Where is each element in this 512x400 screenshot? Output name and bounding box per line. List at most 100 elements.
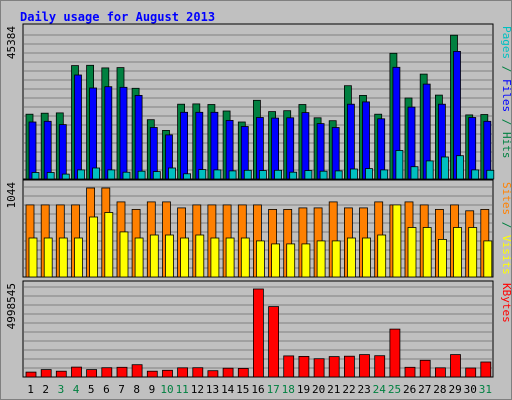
day-label-12: 12 bbox=[191, 383, 204, 396]
bar-pages-day-14 bbox=[228, 170, 237, 180]
bar-kbytes-day-19 bbox=[298, 355, 310, 378]
bar-pages-day-29 bbox=[456, 155, 464, 180]
bar-kbytes-day-2 bbox=[40, 369, 52, 378]
bar-files-day-14 bbox=[225, 120, 234, 180]
bar-visits-day-1 bbox=[28, 237, 38, 278]
bar-files-day-1 bbox=[28, 121, 37, 180]
bar-visits-day-20 bbox=[316, 240, 326, 278]
bar-files-day-11 bbox=[180, 111, 189, 180]
bar-pages-day-27 bbox=[425, 160, 434, 180]
day-label-17: 17 bbox=[267, 383, 280, 396]
bar-pages-day-6 bbox=[107, 169, 116, 180]
bar-pages-day-4 bbox=[77, 169, 85, 180]
bar-visits-day-21 bbox=[331, 240, 341, 278]
x-axis-day-labels: 1 2 3 4 5 6 7 8 9 10 11 12 13 14 15 16 17 18 19 20 21 22 23 24 2… bbox=[27, 383, 492, 396]
bar-pages-day-11 bbox=[183, 173, 192, 180]
day-label-13: 13 bbox=[206, 383, 219, 396]
day-label-28: 28 bbox=[433, 383, 446, 396]
bar-files-day-4 bbox=[74, 74, 82, 180]
bar-pages-day-16 bbox=[258, 170, 267, 180]
bar-files-day-8 bbox=[134, 95, 143, 180]
day-label-20: 20 bbox=[312, 383, 325, 396]
bar-pages-day-9 bbox=[152, 171, 161, 180]
bar-files-day-7 bbox=[119, 86, 128, 180]
bar-files-day-23 bbox=[362, 101, 370, 180]
bar-kbytes-day-14 bbox=[222, 367, 234, 378]
bar-visits-day-23 bbox=[362, 237, 371, 278]
y-axis-max-label: 1044 bbox=[5, 182, 18, 209]
bar-pages-day-17 bbox=[274, 169, 283, 180]
legend-entry-1: / bbox=[500, 215, 511, 235]
bar-visits-day-22 bbox=[346, 237, 356, 278]
hits-files-pages-panel: 45384 Pages / Files / Hits bbox=[5, 23, 511, 180]
bar-visits-day-2 bbox=[43, 237, 53, 278]
day-label-11: 11 bbox=[176, 383, 189, 396]
bar-pages-day-24 bbox=[380, 169, 389, 180]
day-label-21: 21 bbox=[327, 383, 340, 396]
bar-visits-day-4 bbox=[74, 237, 83, 278]
day-label-19: 19 bbox=[297, 383, 310, 396]
bar-pages-day-5 bbox=[92, 167, 100, 180]
bar-visits-day-7 bbox=[119, 231, 129, 278]
bar-visits-day-31 bbox=[483, 240, 493, 278]
day-label-16: 16 bbox=[251, 383, 264, 396]
bar-visits-day-29 bbox=[453, 227, 462, 278]
legend-entry-1: / bbox=[500, 59, 511, 79]
legend-entry-3: / bbox=[500, 112, 511, 132]
bar-kbytes-day-27 bbox=[419, 359, 431, 378]
legend-entry-2: Visits bbox=[500, 235, 511, 275]
legend-visits-sites-panel: Sites / Visits bbox=[500, 182, 511, 275]
bar-visits-day-11 bbox=[180, 237, 190, 278]
bar-files-day-22 bbox=[346, 103, 355, 180]
bar-kbytes-day-17 bbox=[268, 306, 280, 378]
bar-visits-day-9 bbox=[149, 234, 159, 278]
bar-kbytes-day-1 bbox=[25, 371, 37, 378]
bar-kbytes-day-21 bbox=[328, 356, 340, 378]
day-label-7: 7 bbox=[118, 383, 125, 396]
bar-pages-day-25 bbox=[395, 150, 404, 180]
bar-visits-day-13 bbox=[210, 237, 220, 278]
bar-visits-day-8 bbox=[134, 237, 144, 278]
bar-files-day-20 bbox=[316, 123, 325, 180]
day-label-1: 1 bbox=[27, 383, 34, 396]
bar-visits-day-24 bbox=[377, 234, 387, 278]
legend-hits-files-pages-panel: Pages / Files / Hits bbox=[500, 26, 511, 159]
bar-visits-day-12 bbox=[195, 234, 205, 278]
bar-pages-day-8 bbox=[137, 170, 146, 180]
bar-visits-day-30 bbox=[468, 227, 478, 278]
day-label-29: 29 bbox=[448, 383, 461, 396]
day-label-6: 6 bbox=[103, 383, 110, 396]
bar-kbytes-day-28 bbox=[434, 367, 446, 378]
bar-files-day-19 bbox=[301, 112, 310, 180]
bar-files-day-17 bbox=[271, 117, 280, 180]
bar-kbytes-day-16 bbox=[252, 288, 264, 378]
bar-kbytes-day-24 bbox=[374, 355, 386, 378]
day-label-18: 18 bbox=[282, 383, 295, 396]
bar-pages-day-20 bbox=[319, 170, 328, 180]
day-label-31: 31 bbox=[479, 383, 492, 396]
bar-kbytes-day-25 bbox=[389, 328, 401, 378]
bar-files-day-13 bbox=[210, 111, 219, 180]
bar-visits-day-28 bbox=[437, 238, 447, 278]
legend-entry-0: KBytes bbox=[500, 283, 511, 323]
bar-pages-day-21 bbox=[334, 170, 343, 180]
day-label-4: 4 bbox=[73, 383, 80, 396]
day-label-24: 24 bbox=[373, 383, 387, 396]
legend-entry-0: Pages bbox=[500, 26, 511, 59]
bar-files-day-12 bbox=[195, 111, 204, 180]
bar-visits-day-5 bbox=[89, 216, 98, 278]
bar-files-day-18 bbox=[286, 117, 295, 180]
day-label-8: 8 bbox=[133, 383, 140, 396]
bar-kbytes-day-4 bbox=[71, 366, 82, 378]
bar-visits-day-6 bbox=[104, 212, 114, 278]
bar-files-day-2 bbox=[43, 120, 52, 180]
bar-kbytes-day-9 bbox=[146, 370, 158, 378]
bar-files-day-3 bbox=[58, 124, 67, 180]
bar-pages-day-2 bbox=[46, 172, 55, 180]
bar-visits-day-25 bbox=[392, 204, 402, 278]
day-label-25: 25 bbox=[388, 383, 401, 396]
bar-kbytes-day-30 bbox=[465, 367, 477, 378]
bar-visits-day-17 bbox=[271, 243, 281, 278]
